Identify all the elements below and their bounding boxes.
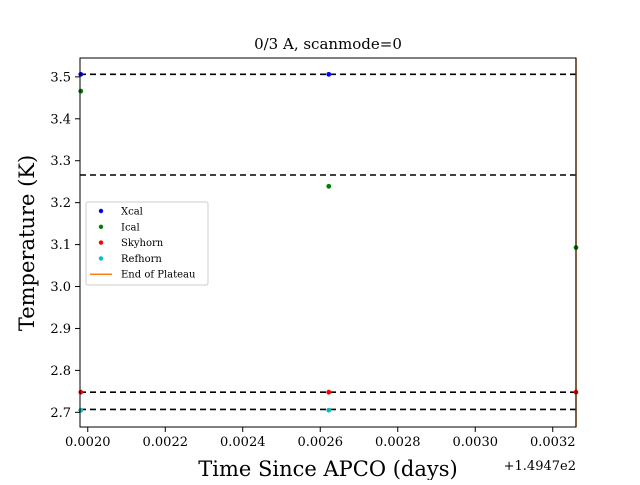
legend-box [85,201,209,286]
y-tick-label-0: 2.7 [50,406,71,421]
point-ical-1 [326,183,332,189]
point-skyhorn-0 [78,389,84,395]
legend-marker-xcal [98,208,104,214]
y-tick-label-3: 3.0 [50,280,71,295]
point-skyhorn-1 [326,389,332,395]
point-xcal-1 [326,71,332,77]
chart-title: 0/3 A, scanmode=0 [254,35,402,53]
legend: Xcal Ical Skyhorn Refhorn End of Plateau [85,201,209,286]
x-tick-label-1: 0.0022 [143,435,189,450]
point-xcal-0 [78,71,84,77]
y-tick-label-8: 3.5 [50,70,71,85]
x-tick-label-0: 0.0020 [65,435,111,450]
y-axis-label: Temperature (K) [15,155,39,331]
y-tick-label-4: 3.1 [50,238,71,253]
plot-frame [79,57,577,428]
x-axis: 0.0020 0.0022 0.0024 0.0026 0.0028 0.0030 0.00… [65,427,576,450]
x-axis-label: Time Since APCO (days) [198,457,457,480]
point-ical-0 [78,88,84,94]
x-tick-label-6: 0.0032 [530,435,576,450]
x-offset-label: +1.4947e2 [504,459,576,474]
reference-lines [80,73,576,411]
legend-label-xcal: Xcal [121,207,143,218]
y-tick-label-6: 3.3 [50,154,71,169]
legend-marker-ical [98,224,104,229]
y-tick-label-7: 3.4 [50,112,71,127]
x-tick-label-5: 0.0030 [453,435,499,450]
x-tick-label-3: 0.0026 [298,435,344,450]
y-tick-label-5: 3.2 [50,196,71,211]
legend-label-refhorn: Refhorn [121,254,162,265]
legend-label-end-of-plateau: End of Plateau [121,270,196,281]
y-tick-label-1: 2.8 [50,364,71,379]
x-tick-label-2: 0.0024 [220,435,266,450]
legend-label-skyhorn: Skyhorn [121,238,164,249]
x-tick-label-4: 0.0028 [375,435,421,450]
point-refhorn-1 [326,407,332,413]
legend-marker-refhorn [98,256,104,261]
legend-marker-skyhorn [98,240,104,245]
legend-label-ical: Ical [121,222,140,233]
y-axis: 2.7 2.8 2.9 3.0 3.1 3.2 3.3 3.4 3.5 [50,70,80,421]
y-tick-label-2: 2.9 [50,322,71,337]
